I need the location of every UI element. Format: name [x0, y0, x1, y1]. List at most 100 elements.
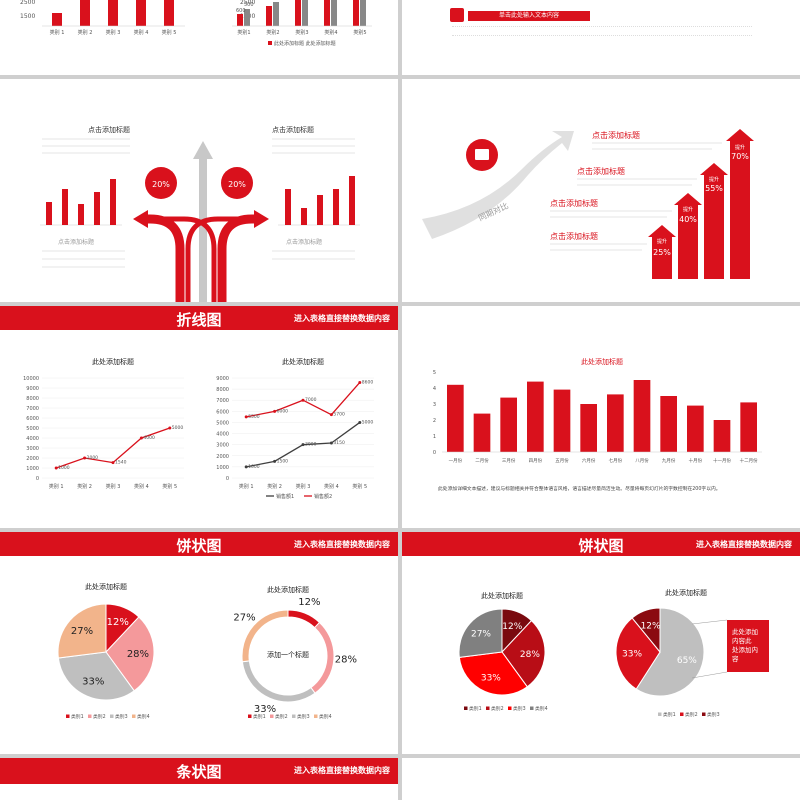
slide-bar-section[interactable]: 条状图 进入表格直接替换数据内容 — [0, 758, 398, 800]
data-point — [244, 415, 248, 419]
section-title: 条状图 — [176, 763, 222, 781]
callout-text: 内容此 — [732, 636, 752, 645]
legend-label: 类别4 — [535, 705, 548, 712]
tick-label: 一月份 — [449, 457, 463, 464]
slide-pie-charts-b[interactable]: 饼状图 进入表格直接替换数据内容 此处添加标题 12% 28% 33% 27% 类别1 类别… — [402, 532, 800, 754]
bar — [553, 389, 571, 452]
chart-title: 此处添加标题 — [267, 585, 309, 594]
tick-label: 类别 2 — [267, 483, 282, 490]
pie-slice — [241, 660, 316, 703]
slice-label: 12% — [107, 617, 129, 628]
tick-label: 类别2 — [266, 29, 279, 36]
data-label: 1000 — [248, 464, 260, 470]
data-point — [358, 380, 362, 384]
slide-line-charts[interactable]: 折线图 进入表格直接替换数据内容 此处添加标题 0 1000 2000 3000 4000… — [0, 306, 398, 528]
pie-slice — [287, 609, 321, 629]
legend-label: 类别1 — [71, 713, 84, 720]
tick-label: 1000 — [216, 465, 229, 471]
tick-label: 4000 — [26, 436, 39, 442]
section-subtitle: 进入表格直接替换数据内容 — [294, 314, 390, 323]
data-point — [139, 436, 143, 440]
bar — [164, 0, 174, 26]
tick-label: 十二月份 — [740, 457, 758, 464]
callout-text: 此处添加 — [732, 627, 758, 636]
callout-text: 处添加内 — [732, 645, 758, 654]
slice-label: 27% — [471, 629, 491, 639]
data-point — [329, 413, 333, 417]
data-label: 4000 — [143, 435, 155, 441]
badge-left: 20% — [152, 180, 170, 189]
legend-label: 类别3 — [707, 711, 720, 718]
callout-line — [691, 671, 728, 679]
tick-label: 类别 5 — [162, 29, 177, 36]
tick-label: 类别 3 — [296, 483, 311, 490]
pie-slice — [57, 603, 107, 659]
title-left: 点击添加标题 — [88, 125, 130, 134]
slide-blank — [402, 758, 800, 800]
pie-slice — [458, 651, 528, 696]
legend-label: 类别1 — [469, 705, 482, 712]
bar — [687, 405, 704, 452]
slice-label: 28% — [127, 649, 149, 660]
pie-slice — [458, 608, 503, 658]
slice-label: 33% — [481, 674, 501, 684]
slide-split-arrows[interactable]: 点击添加标题 点击添加标题 点击添加标题 点击添加标题 20% 20% — [0, 79, 398, 302]
data-label: 5700 — [333, 412, 345, 418]
bar — [580, 404, 597, 452]
legend-swatch — [110, 714, 114, 718]
bar — [473, 413, 491, 452]
bar-value: 55% — [705, 184, 723, 193]
slide-text-banner[interactable]: 单击此处输入文本内容 — [402, 0, 800, 75]
tick-label: 1 — [433, 434, 436, 440]
pie-slice — [310, 621, 335, 694]
pie-charts-a: 此处添加标题 12% 28% 33% 27% 类别1 类别2 类别3 类别4 此处添加标题 12% 2… — [57, 582, 357, 720]
tick-label: 类别 4 — [134, 483, 149, 490]
data-point — [301, 443, 305, 447]
tick-label: 4 — [433, 386, 436, 392]
data-label: 5000 — [172, 425, 184, 431]
slide-growth-arrows[interactable]: 同期对比 点击添加标题 点击添加标题 点击添加标题 点击添加标题 25% 40%… — [402, 79, 800, 302]
legend-swatch — [270, 714, 274, 718]
tick-label: 6000 — [216, 409, 229, 415]
tick-label: 类别 4 — [134, 29, 149, 36]
legend-label: 类别1 — [663, 711, 676, 718]
tick-label: 八月份 — [635, 457, 649, 464]
subtitle-right: 点击添加标题 — [286, 238, 322, 246]
tick-label: 9000 — [26, 386, 39, 392]
slide-bar-chart-top-left[interactable]: 2500 1500 类别 1类别 2类别 3类别 4类别 5 2500 1500… — [0, 0, 398, 75]
pie-slice — [241, 609, 289, 663]
tick-label: 9000 — [216, 376, 229, 382]
tick-label: 类别 2 — [77, 483, 92, 490]
legend-swatch — [248, 714, 252, 718]
subtitle-left: 点击添加标题 — [58, 238, 94, 246]
data-label: 2000 — [87, 455, 99, 461]
item-title: 点击添加标题 — [592, 130, 640, 140]
data-label: 500 — [244, 2, 254, 8]
tick-label: 2 — [433, 418, 436, 424]
bar-value: 70% — [731, 152, 749, 161]
ytick: 1500 — [20, 13, 35, 20]
legend-label: 类别3 — [115, 713, 128, 720]
tick-label: 3 — [433, 402, 436, 408]
slice-label: 12% — [298, 597, 320, 608]
chart-title: 此处添加标题 — [665, 588, 707, 597]
tick-label: 十一月份 — [713, 457, 731, 464]
tick-label: 2000 — [216, 454, 229, 460]
legend-swatch — [292, 714, 296, 718]
legend-label: 类别1 — [253, 713, 266, 720]
data-label: 5500 — [248, 414, 260, 420]
tick-label: 8000 — [26, 396, 39, 402]
data-label: 5000 — [362, 419, 374, 425]
tick-label: 0 — [226, 476, 229, 482]
section-header: 折线图 进入表格直接替换数据内容 — [0, 306, 398, 330]
data-label: 600 — [236, 8, 246, 14]
slice-label: 28% — [335, 655, 357, 666]
data-point — [83, 456, 87, 460]
slide-monthly-bar-chart[interactable]: 此处添加标题 0 1 2 3 4 5 一月份 二月份 三月份 四月份 五月份 六月份 七月份 八月份 九月份 十… — [402, 306, 800, 528]
data-label: 6000 — [277, 408, 289, 414]
data-point — [358, 420, 362, 424]
bar-tag: 提升 — [709, 176, 719, 183]
slide-pie-charts-a[interactable]: 饼状图 进入表格直接替换数据内容 此处添加标题 12% 28% 33% 27% 类别1 类别… — [0, 532, 398, 754]
item-title: 点击添加标题 — [577, 166, 625, 176]
section-title: 折线图 — [176, 311, 222, 329]
